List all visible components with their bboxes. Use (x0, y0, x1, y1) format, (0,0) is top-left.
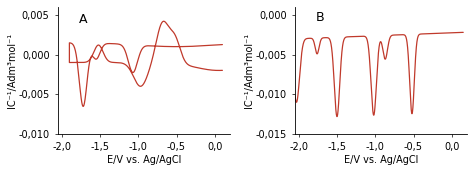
Y-axis label: IC⁻¹/Adm³mol⁻¹: IC⁻¹/Adm³mol⁻¹ (7, 33, 17, 108)
Y-axis label: IC⁻¹/Adm³mol⁻¹: IC⁻¹/Adm³mol⁻¹ (244, 33, 254, 108)
X-axis label: E/V vs. Ag/AgCl: E/V vs. Ag/AgCl (107, 155, 181, 165)
X-axis label: E/V vs. Ag/AgCl: E/V vs. Ag/AgCl (344, 155, 418, 165)
Text: B: B (316, 11, 324, 24)
Text: A: A (79, 13, 87, 26)
